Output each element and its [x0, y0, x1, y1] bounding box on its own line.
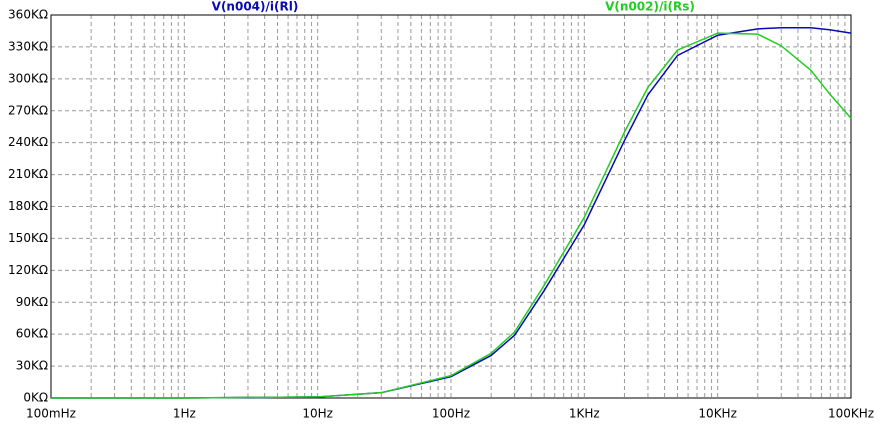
y-tick-label: 120KΩ — [8, 263, 48, 277]
x-tick-label: 1Hz — [173, 407, 196, 421]
y-tick-label: 330KΩ — [8, 39, 48, 53]
y-tick-label: 90KΩ — [16, 295, 48, 309]
x-tick-label: 10KHz — [698, 407, 736, 421]
x-tick-label: 100KHz — [828, 407, 874, 421]
y-tick-label: 0KΩ — [23, 391, 48, 405]
y-tick-label: 60KΩ — [16, 327, 48, 341]
y-tick-label: 150KΩ — [8, 231, 48, 245]
y-tick-label: 30KΩ — [16, 359, 48, 373]
y-tick-label: 210KΩ — [8, 167, 48, 181]
x-tick-label: 100mHz — [26, 407, 76, 421]
series-line — [51, 32, 852, 399]
legend-label: V(n004)/i(Rl) — [212, 0, 299, 14]
y-tick-label: 270KΩ — [8, 103, 48, 117]
y-tick-label: 360KΩ — [8, 8, 48, 22]
y-tick-label: 180KΩ — [8, 199, 48, 213]
plot-frame — [50, 14, 852, 399]
y-tick-label: 300KΩ — [8, 71, 48, 85]
x-tick-label: 10Hz — [302, 407, 333, 421]
x-tick-label: 100Hz — [432, 407, 470, 421]
y-tick-label: 240KΩ — [8, 135, 48, 149]
x-tick-label: 1KHz — [569, 407, 600, 421]
legend-label: V(n002)/i(Rs) — [605, 0, 695, 14]
